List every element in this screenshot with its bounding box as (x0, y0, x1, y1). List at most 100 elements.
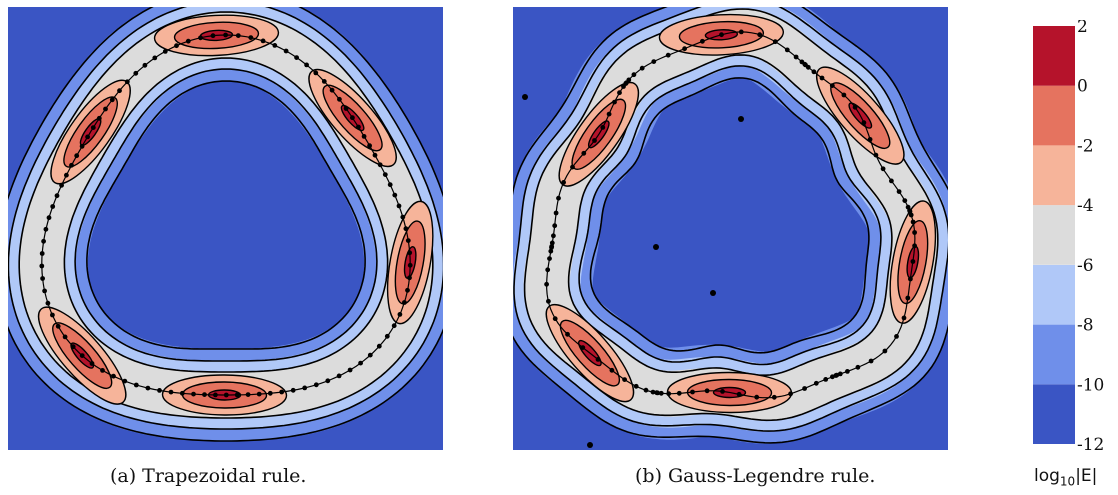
quadrature-node (545, 267, 551, 273)
quadrature-node (283, 48, 289, 54)
colorbar-band (1033, 85, 1075, 146)
colorbar-label-main: log (1034, 466, 1060, 486)
quadrature-node (896, 189, 902, 195)
quadrature-node (793, 54, 799, 60)
quadrature-node (771, 394, 777, 400)
quadrature-node (600, 125, 606, 130)
quadrature-node (880, 166, 886, 172)
caption-gauss-legendre: (b) Gauss-Legendre rule. (635, 465, 875, 487)
quadrature-node (347, 367, 353, 373)
quadrature-node (772, 39, 778, 45)
contour-line (513, 7, 948, 432)
colorbar-label-tail: |E| (1075, 466, 1098, 486)
quadrature-node (64, 172, 69, 178)
quadrature-node (124, 79, 130, 85)
quadrature-node (387, 182, 393, 188)
quadrature-node (376, 343, 382, 349)
quadrature-node (39, 263, 45, 269)
quadrature-node (546, 298, 551, 304)
speck (653, 244, 659, 250)
quadrature-node (407, 250, 413, 256)
heatmap-gauss-legendre (513, 7, 948, 450)
contour-line (8, 7, 443, 430)
quadrature-node (867, 137, 873, 142)
colorbar-tick-label: -10 (1077, 375, 1104, 395)
quadrature-node (650, 389, 656, 395)
quadrature-node (133, 382, 139, 388)
contour-line (567, 54, 893, 376)
quadrature-node (122, 378, 128, 384)
quadrature-node (391, 323, 397, 329)
quadrature-node (223, 32, 229, 38)
quadrature-node (55, 323, 61, 329)
quadrature-node (639, 65, 645, 71)
quadrature-node (290, 387, 296, 393)
quadrature-node (223, 392, 229, 398)
quadrature-node (89, 361, 95, 366)
quadrature-node (910, 259, 916, 264)
quadrature-node (841, 92, 847, 98)
quadrature-node (665, 52, 671, 58)
quadrature-node (142, 62, 148, 68)
quadrature-node (45, 300, 51, 306)
quadrature-node (245, 392, 251, 397)
quadrature-node (145, 385, 151, 391)
quadrature-node (133, 70, 139, 76)
quadrature-node (321, 79, 327, 84)
quadrature-node (617, 90, 622, 96)
colorbar-label-sub: 10 (1059, 474, 1076, 489)
quadrature-node (41, 238, 46, 244)
caption-tag-b: (b) (635, 465, 662, 487)
contour-line (589, 77, 870, 354)
quadrature-node (103, 106, 108, 112)
quadrature-node (666, 391, 672, 397)
panel-trapezoidal (8, 7, 443, 450)
quadrature-node (757, 32, 763, 38)
contour-line (513, 7, 948, 444)
quadrature-node (889, 178, 894, 184)
quadrature-node (547, 256, 552, 261)
speck (710, 290, 716, 296)
quadrature-node (294, 55, 299, 60)
caption-trapezoidal: (a) Trapezoidal rule. (110, 465, 306, 487)
quadrature-node (592, 138, 597, 143)
quadrature-node (912, 243, 917, 249)
quadrature-node (736, 391, 742, 397)
quadrature-node (905, 295, 911, 301)
quadrature-node (902, 198, 908, 204)
quadrature-node (912, 230, 917, 235)
colorbar-band (1033, 26, 1075, 86)
quadrature-node (382, 172, 388, 178)
colorbar-tick-label: -2 (1077, 136, 1094, 156)
quadrature-node (361, 134, 367, 139)
quadrature-node (548, 248, 554, 254)
speck (738, 116, 744, 122)
quadrature-node (397, 312, 403, 317)
quadrature-node (788, 391, 793, 397)
quadrature-node (811, 69, 817, 75)
colorbar-svg: 2 0 -2 -4 -6 -8 -10 -12 (1033, 20, 1104, 455)
quadrature-node (580, 345, 586, 350)
quadrature-node (260, 38, 266, 44)
quadrature-node (152, 55, 158, 61)
quadrature-node (754, 394, 760, 400)
quadrature-node (39, 251, 45, 256)
quadrature-node (631, 72, 637, 78)
quadrature-node (248, 35, 254, 40)
quadrature-node (403, 226, 409, 232)
quadrature-node (549, 240, 555, 246)
quadrature-node (70, 344, 76, 350)
colorbar-band (1033, 205, 1075, 265)
quadrature-node (595, 357, 601, 362)
quadrature-node (111, 373, 116, 379)
quadrature-node (50, 204, 56, 209)
heatmap-trapezoidal (8, 7, 443, 450)
quadrature-node (168, 389, 174, 395)
quadrature-node (213, 392, 218, 398)
quadrature-node (556, 195, 561, 201)
quadrature-node (609, 367, 615, 373)
quadrature-node (873, 152, 879, 158)
quadrature-node (829, 83, 835, 88)
quadrature-node (910, 219, 916, 225)
quadrature-node (313, 70, 319, 76)
